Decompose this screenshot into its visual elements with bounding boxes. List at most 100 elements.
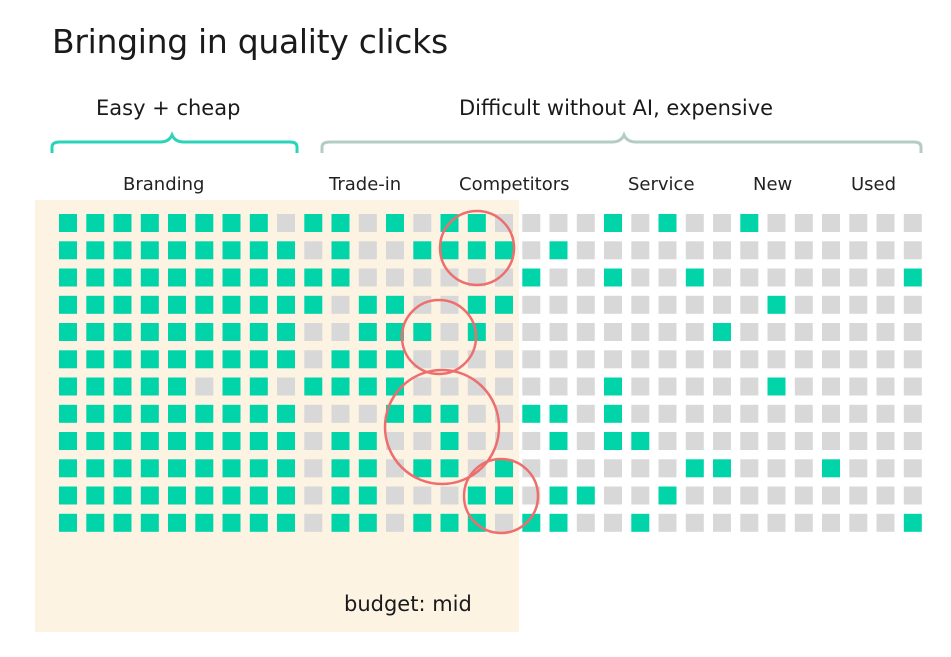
grid-cell-off bbox=[522, 432, 541, 450]
grid-cell-off bbox=[685, 295, 704, 314]
grid-cell-off bbox=[740, 486, 759, 505]
grid-cell-off bbox=[413, 350, 432, 369]
grid-cell-off bbox=[822, 295, 840, 314]
grid-cell-on bbox=[631, 513, 650, 532]
grid-cell-on bbox=[222, 459, 241, 478]
grid-cell-off bbox=[822, 513, 840, 532]
grid-cell-on bbox=[113, 323, 132, 341]
grid-cell-on bbox=[168, 459, 186, 478]
grid-cell-off bbox=[740, 295, 759, 314]
grid-cell-off bbox=[849, 268, 868, 287]
grid-cell-off bbox=[713, 214, 731, 232]
grid-cell-on bbox=[222, 513, 241, 532]
grid-cell-off bbox=[903, 295, 922, 314]
grid-cell-off bbox=[331, 323, 350, 341]
grid-cell-off bbox=[713, 350, 731, 369]
grid-cell-off bbox=[576, 323, 595, 341]
grid-cell-off bbox=[549, 295, 568, 314]
grid-cell-off bbox=[658, 432, 677, 450]
highlight-circle bbox=[462, 457, 540, 535]
grid-cell-on bbox=[358, 513, 377, 532]
grid-cell-on bbox=[658, 214, 677, 232]
category-branding: Branding bbox=[123, 174, 205, 195]
grid-cell-on bbox=[386, 295, 404, 314]
grid-cell-off bbox=[740, 404, 759, 423]
grid-cell-off bbox=[522, 323, 541, 341]
grid-cell-on bbox=[249, 268, 268, 287]
grid-cell-off bbox=[304, 432, 323, 450]
grid-cell-on bbox=[59, 323, 77, 341]
grid-cell-on bbox=[467, 214, 486, 232]
grid-cell-off bbox=[767, 323, 786, 341]
grid-cell-off bbox=[549, 214, 568, 232]
grid-cell-on bbox=[713, 459, 731, 478]
grid-cell-on bbox=[277, 350, 295, 369]
grid-cell-on bbox=[86, 241, 105, 260]
grid-cell-off bbox=[767, 268, 786, 287]
grid-cell-on bbox=[522, 268, 541, 287]
grid-cell-on bbox=[222, 268, 241, 287]
grid-cell-off bbox=[849, 432, 868, 450]
grid-cell-on bbox=[495, 486, 513, 505]
grid-cell-off bbox=[685, 486, 704, 505]
grid-cell-off bbox=[740, 323, 759, 341]
grid-cell-off bbox=[849, 214, 868, 232]
grid-cell-on bbox=[522, 404, 541, 423]
grid-cell-on bbox=[277, 459, 295, 478]
grid-cell-off bbox=[794, 432, 813, 450]
grid-cell-off bbox=[386, 432, 404, 450]
grid-cell-off bbox=[794, 459, 813, 478]
grid-cell-on bbox=[249, 377, 268, 396]
grid-cell-off bbox=[794, 323, 813, 341]
grid-cell-off bbox=[576, 513, 595, 532]
grid-cell-off bbox=[576, 404, 595, 423]
grid-cell-on bbox=[59, 241, 77, 260]
grid-cell-off bbox=[903, 214, 922, 232]
grid-cell-off bbox=[876, 486, 895, 505]
grid-cell-on bbox=[195, 404, 214, 423]
grid-cell-on bbox=[249, 404, 268, 423]
grid-cell-on bbox=[222, 214, 241, 232]
grid-cell-off bbox=[440, 350, 459, 369]
grid-cell-off bbox=[822, 377, 840, 396]
grid-cell-on bbox=[59, 268, 77, 287]
grid-cell-off bbox=[876, 513, 895, 532]
grid-cell-on bbox=[140, 459, 159, 478]
grid-cell-off bbox=[304, 459, 323, 478]
grid-cell-on bbox=[413, 459, 432, 478]
grid-cell-on bbox=[358, 432, 377, 450]
grid-cell-off bbox=[740, 241, 759, 260]
grid-cell-off bbox=[767, 486, 786, 505]
grid-cell-off bbox=[822, 432, 840, 450]
grid-cell-on bbox=[113, 241, 132, 260]
grid-cell-off bbox=[576, 350, 595, 369]
grid-cell-off bbox=[822, 404, 840, 423]
grid-cell-on bbox=[168, 268, 186, 287]
grid-cell-on bbox=[195, 295, 214, 314]
grid-cell-off bbox=[304, 350, 323, 369]
grid-cell-off bbox=[576, 214, 595, 232]
grid-cell-off bbox=[849, 295, 868, 314]
category-service: Service bbox=[628, 174, 695, 195]
grid-cell-off bbox=[685, 350, 704, 369]
grid-cell-off bbox=[658, 323, 677, 341]
grid-cell-off bbox=[358, 214, 377, 232]
grid-cell-off bbox=[876, 459, 895, 478]
grid-cell-on bbox=[386, 323, 404, 341]
grid-cell-off bbox=[849, 513, 868, 532]
grid-cell-off bbox=[495, 377, 513, 396]
grid-cell-off bbox=[713, 241, 731, 260]
grid-cell-off bbox=[631, 350, 650, 369]
grid-cell-off bbox=[576, 268, 595, 287]
grid-cell-off bbox=[876, 350, 895, 369]
grid-cell-off bbox=[549, 268, 568, 287]
grid-cell-off bbox=[794, 241, 813, 260]
grid-cell-off bbox=[740, 377, 759, 396]
grid-cell-off bbox=[467, 432, 486, 450]
grid-cell-off bbox=[576, 377, 595, 396]
grid-cell-on bbox=[358, 486, 377, 505]
grid-cell-on bbox=[113, 432, 132, 450]
grid-cell-off bbox=[685, 513, 704, 532]
grid-cell-off bbox=[822, 486, 840, 505]
